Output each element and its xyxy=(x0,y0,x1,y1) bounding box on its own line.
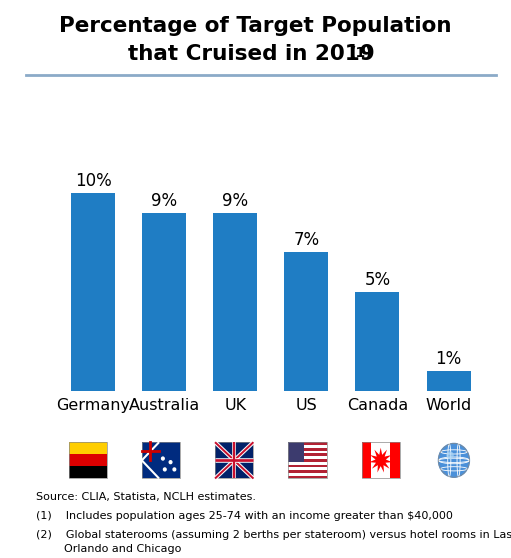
Text: 10%: 10% xyxy=(75,172,111,190)
Text: (1): (1) xyxy=(350,46,373,60)
Text: that Cruised in 2019: that Cruised in 2019 xyxy=(128,44,383,64)
Bar xyxy=(284,252,329,391)
Text: 7%: 7% xyxy=(293,232,319,249)
Bar xyxy=(142,213,186,391)
Text: 5%: 5% xyxy=(364,271,390,289)
Bar xyxy=(213,213,258,391)
Text: (1)    Includes population ages 25-74 with an income greater than $40,000: (1) Includes population ages 25-74 with … xyxy=(36,511,453,521)
Text: Percentage of Target Population: Percentage of Target Population xyxy=(59,16,452,36)
Text: (2)    Global staterooms (assuming 2 berths per stateroom) versus hotel rooms in: (2) Global staterooms (assuming 2 berths… xyxy=(36,530,511,540)
Text: 1%: 1% xyxy=(435,350,461,368)
Text: 9%: 9% xyxy=(222,192,248,210)
Bar xyxy=(427,371,471,391)
Bar xyxy=(356,292,400,391)
Text: Orlando and Chicago: Orlando and Chicago xyxy=(36,544,181,554)
Text: Source: CLIA, Statista, NCLH estimates.: Source: CLIA, Statista, NCLH estimates. xyxy=(36,492,256,502)
Text: 9%: 9% xyxy=(151,192,177,210)
Bar xyxy=(71,193,115,391)
